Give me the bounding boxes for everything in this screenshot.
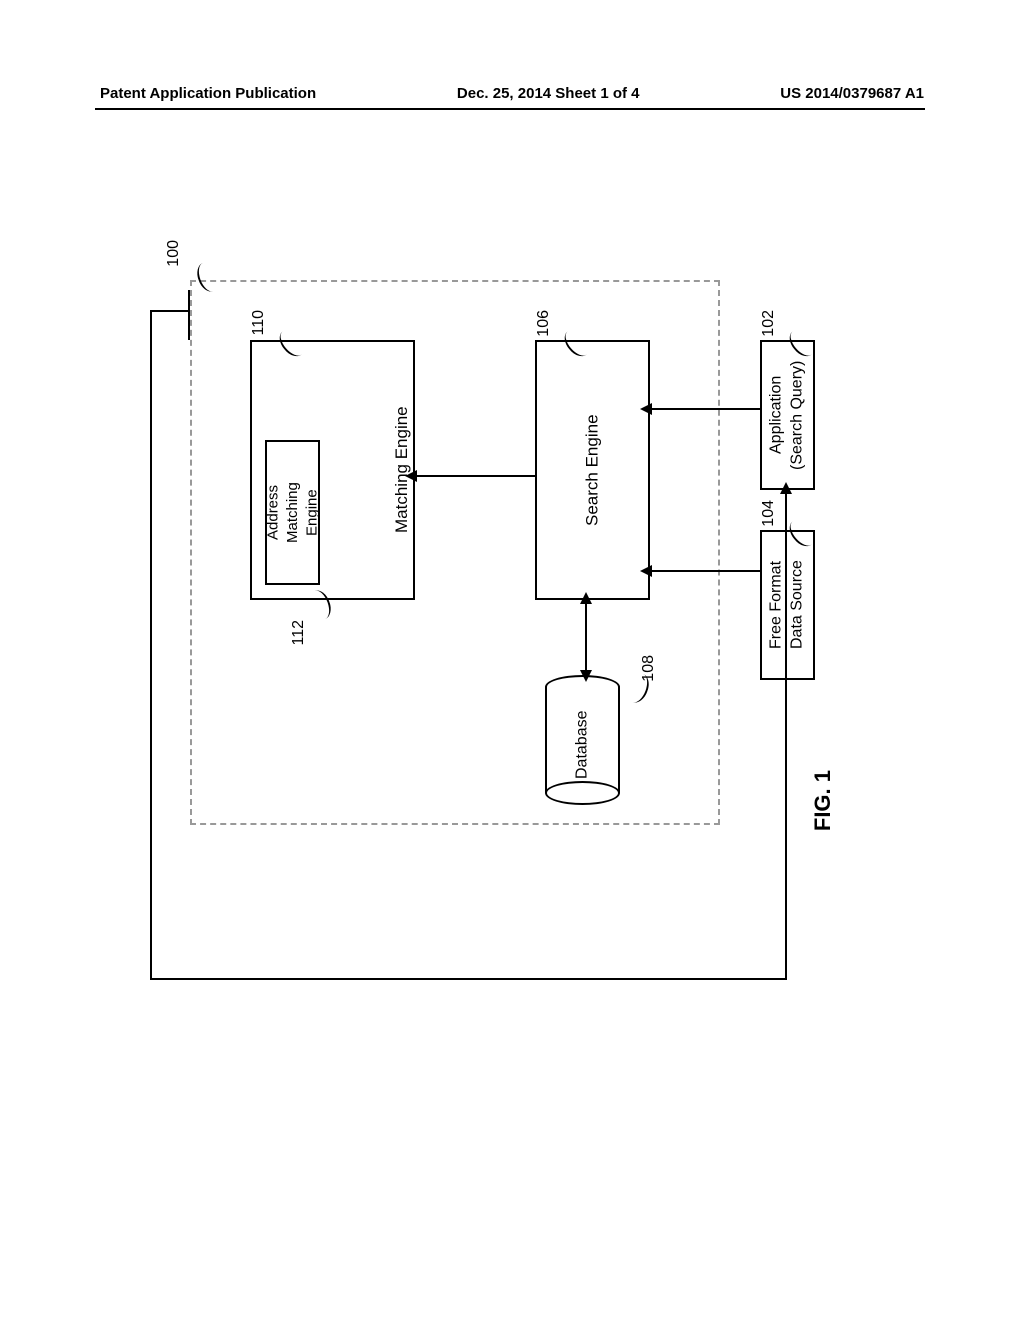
database-cylinder: Database [545, 675, 620, 805]
return-line-v1 [188, 290, 190, 340]
arrowhead-db-down [580, 670, 592, 682]
search-engine-block: Search Engine [535, 340, 650, 600]
arrowhead-ds-search [640, 565, 652, 577]
ref-102: 102 [760, 310, 778, 337]
header-center: Dec. 25, 2014 Sheet 1 of 4 [457, 85, 640, 102]
arrow-search-match [415, 475, 535, 477]
return-line-v2 [150, 310, 152, 980]
arrowhead-search-match [405, 470, 417, 482]
header-left: Patent Application Publication [100, 85, 316, 102]
return-line-h1 [150, 310, 188, 312]
figure-label: FIG. 1 [810, 770, 836, 831]
arrow-ds-search [650, 570, 760, 572]
page-header: Patent Application Publication Dec. 25, … [0, 85, 1024, 102]
address-matching-block: Address Matching Engine [265, 440, 320, 585]
header-right: US 2014/0379687 A1 [780, 85, 924, 102]
database-label: Database [570, 695, 595, 795]
arrow-search-db [585, 600, 587, 675]
ref-106: 106 [535, 310, 553, 337]
ref-100: 100 [165, 240, 183, 267]
return-line-h2 [150, 978, 785, 980]
arrowhead-db-up [580, 592, 592, 604]
return-line-v3 [785, 490, 787, 980]
arrow-app-search [650, 408, 760, 410]
header-divider [95, 108, 925, 110]
ref-104: 104 [760, 500, 778, 527]
diagram: 100 Application (Search Query) 102 Free … [190, 280, 740, 1040]
datasource-block: Free Format Data Source [760, 530, 815, 680]
ref-110: 110 [250, 310, 268, 336]
arrowhead-return [780, 482, 792, 494]
arrowhead-app-search [640, 403, 652, 415]
ref-112: 112 [290, 620, 308, 646]
application-block: Application (Search Query) [760, 340, 815, 490]
